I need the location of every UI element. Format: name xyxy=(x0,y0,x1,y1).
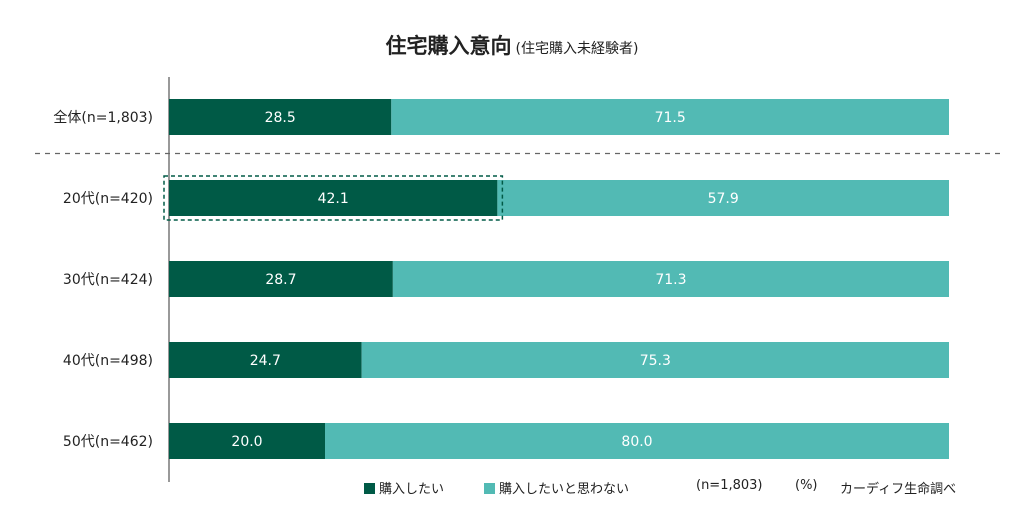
category-label: 50代(n=462) xyxy=(63,434,153,450)
bar-segment-want xyxy=(169,99,392,135)
bar-segment-want xyxy=(169,180,498,216)
legend-label-want: 購入したい xyxy=(379,482,445,497)
legend-item-not-want: 購入したいと思わない xyxy=(484,478,629,497)
source-note: カーディフ生命調べ xyxy=(840,482,957,497)
bar-segment-want xyxy=(169,423,325,459)
category-label: 20代(n=420) xyxy=(63,191,153,207)
legend-item-want: 購入したい xyxy=(364,478,444,497)
chart-subtitle: (住宅購入未経験者) xyxy=(515,41,639,57)
bar-value-label: 75.3 xyxy=(640,353,671,369)
bar-value-label: 24.7 xyxy=(250,353,281,369)
category-label: 全体(n=1,803) xyxy=(53,109,153,126)
bar-value-label: 71.5 xyxy=(655,110,686,126)
bar-value-label: 80.0 xyxy=(621,434,652,450)
highlight-box xyxy=(163,175,504,221)
bar-segment-not-want xyxy=(497,180,949,216)
sample-size-note: (n=1,803) xyxy=(696,478,763,493)
bar-segment-not-want xyxy=(361,342,949,378)
bar-value-label: 71.3 xyxy=(655,272,686,288)
bar-value-label: 42.1 xyxy=(318,191,349,207)
chart-title-group: 住宅購入意向 (住宅購入未経験者) xyxy=(0,30,1024,60)
category-label: 30代(n=424) xyxy=(63,272,153,288)
category-label: 40代(n=498) xyxy=(63,353,153,369)
bar-segment-not-want xyxy=(392,261,949,297)
chart-title: 住宅購入意向 xyxy=(385,34,512,58)
legend-swatch-want xyxy=(364,483,375,494)
legend-swatch-not-want xyxy=(484,483,495,494)
bar-segment-want xyxy=(169,261,393,297)
legend-label-not-want: 購入したいと思わない xyxy=(499,482,630,497)
bar-segment-not-want xyxy=(391,99,949,135)
bar-segment-not-want xyxy=(325,423,949,459)
bar-value-label: 20.0 xyxy=(231,434,262,450)
bar-value-label: 28.7 xyxy=(265,272,296,288)
bar-value-label: 28.5 xyxy=(265,110,296,126)
bar-segment-want xyxy=(169,342,362,378)
bar-value-label: 57.9 xyxy=(708,191,739,207)
unit-note: (%) xyxy=(795,478,818,493)
